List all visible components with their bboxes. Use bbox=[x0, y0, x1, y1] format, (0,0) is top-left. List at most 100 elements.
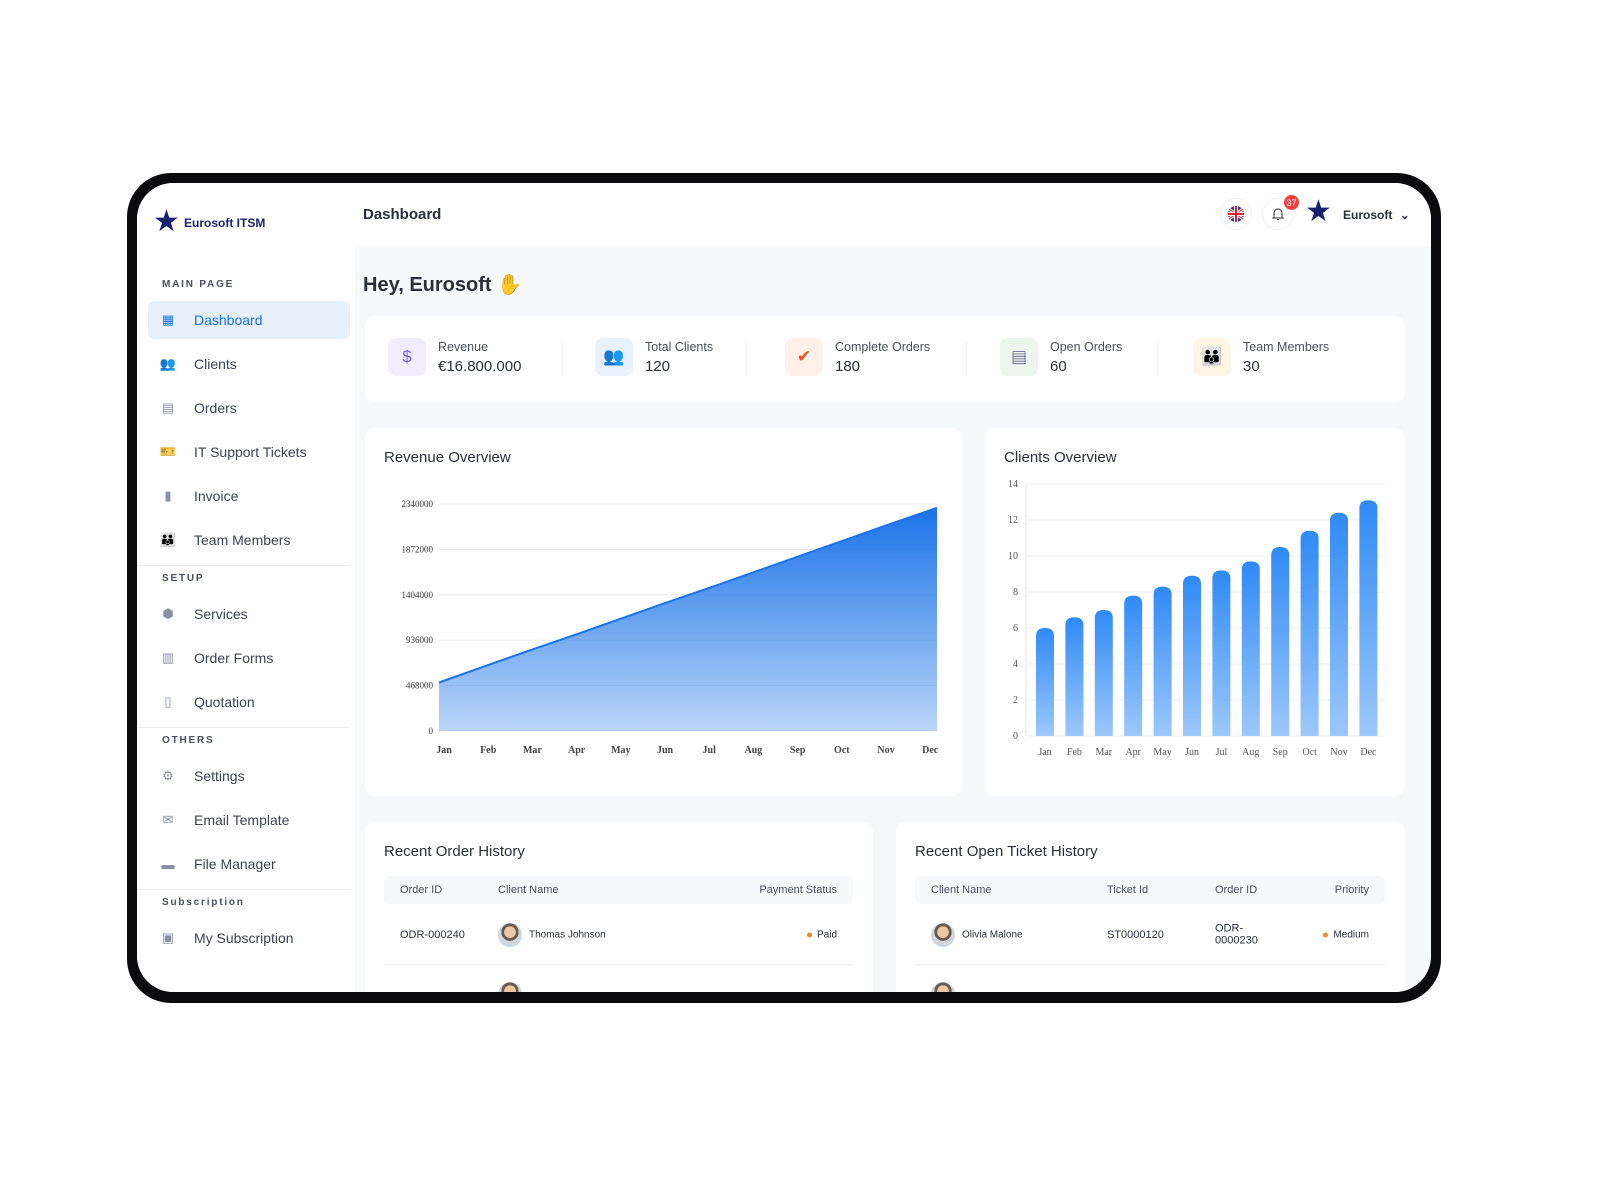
client-name: Thomas Johnson bbox=[529, 929, 606, 941]
sidebar-item-invoice[interactable]: ▮ Invoice bbox=[148, 477, 350, 515]
x-tick-label: Jan bbox=[1038, 747, 1051, 758]
x-tick-label: Jun bbox=[657, 745, 674, 756]
sidebar-item-label: Email Template bbox=[194, 812, 290, 828]
user-avatar-star-icon[interactable]: ★ bbox=[1305, 195, 1332, 228]
x-tick-label: Aug bbox=[1242, 747, 1259, 758]
revenue-area bbox=[439, 507, 937, 731]
sidebar-item-label: My Subscription bbox=[194, 930, 294, 946]
stat-open-orders[interactable]: ▤ Open Orders 60 bbox=[1000, 338, 1122, 376]
x-tick-label: Jul bbox=[703, 745, 717, 756]
x-tick-label: Feb bbox=[480, 745, 497, 756]
team-icon: 👪 bbox=[1193, 338, 1231, 376]
x-tick-label: Nov bbox=[877, 745, 894, 756]
clients-overview-card: Clients Overview 0 2 4 6 8 10 12 14 Jan Feb Mar Apr… bbox=[985, 428, 1405, 796]
recent-order-history-card: Recent Order History Order ID Client Nam… bbox=[365, 822, 873, 992]
ticket-id: ST0000120 bbox=[1107, 929, 1164, 941]
sidebar-item-quotation[interactable]: ▯ Quotation bbox=[148, 683, 350, 721]
table-row[interactable]: ODR-000240 Thomas Johnson Paid bbox=[384, 920, 853, 950]
stat-divider bbox=[1157, 342, 1158, 376]
app-window: ★ Eurosoft ITSM MAIN PAGE ▦ Dashboard 👥 Clie… bbox=[137, 183, 1431, 992]
bar-aug bbox=[1241, 561, 1260, 736]
x-tick-label: Mar bbox=[1095, 747, 1112, 758]
bar-dec bbox=[1359, 500, 1378, 736]
stat-team-members[interactable]: 👪 Team Members 30 bbox=[1193, 338, 1329, 376]
language-button[interactable] bbox=[1220, 198, 1252, 230]
client-name: Olivia Malone bbox=[962, 929, 1023, 941]
stat-total-clients[interactable]: 👥 Total Clients 120 bbox=[595, 338, 713, 376]
col-order-id: Order ID bbox=[400, 884, 443, 896]
sidebar-item-orders[interactable]: ▤ Orders bbox=[148, 389, 350, 427]
sidebar-item-label: Invoice bbox=[194, 488, 239, 504]
stat-value: €16.800.000 bbox=[438, 357, 522, 375]
tickets-title: Recent Open Ticket History bbox=[915, 843, 1098, 860]
sidebar-item-clients[interactable]: 👥 Clients bbox=[148, 345, 350, 383]
x-tick-label: Mar bbox=[523, 745, 542, 756]
y-tick-label: 0 bbox=[429, 726, 434, 736]
page-title: Dashboard bbox=[363, 206, 442, 223]
y-tick-label: 6 bbox=[1013, 623, 1018, 634]
sidebar-item-dashboard[interactable]: ▦ Dashboard bbox=[148, 301, 350, 339]
stats-card: $ Revenue €16.800.000 👥 Total Clients 120 ✔ Com… bbox=[365, 316, 1405, 402]
sidebar-item-label: Dashboard bbox=[194, 312, 263, 328]
sidebar-divider bbox=[137, 889, 350, 890]
stat-revenue[interactable]: $ Revenue €16.800.000 bbox=[388, 338, 521, 376]
greeting: Hey, Eurosoft ✋ bbox=[363, 272, 522, 297]
x-tick-label: Jan bbox=[436, 745, 452, 756]
y-tick-label: 8 bbox=[1013, 587, 1018, 598]
section-label: Subscription bbox=[162, 897, 245, 908]
priority-text: Medium bbox=[1333, 929, 1369, 941]
sidebar-item-email-template[interactable]: ✉ Email Template bbox=[148, 801, 350, 839]
tickets-table-header: Client Name Ticket Id Order ID Priority bbox=[915, 876, 1385, 904]
sidebar-item-label: Services bbox=[194, 606, 248, 622]
ticket-icon: 🎫 bbox=[159, 444, 177, 459]
sidebar-divider bbox=[137, 565, 350, 566]
brand-name: Eurosoft ITSM bbox=[184, 216, 266, 230]
sidebar-item-my-subscription[interactable]: ▣ My Subscription bbox=[148, 919, 350, 957]
sidebar-item-label: IT Support Tickets bbox=[194, 444, 307, 460]
table-row[interactable]: Olivia Malone ST0000120 ODR- 0000230 Med… bbox=[915, 920, 1385, 950]
sidebar-item-label: Quotation bbox=[194, 694, 255, 710]
sidebar-item-settings[interactable]: ⚙ Settings bbox=[148, 757, 350, 795]
y-tick-label: 12 bbox=[1008, 515, 1018, 526]
notifications-button[interactable] bbox=[1262, 198, 1294, 230]
logo-star-icon: ★ bbox=[153, 205, 180, 238]
avatar bbox=[931, 982, 955, 992]
stat-divider bbox=[746, 342, 747, 376]
stat-value: 120 bbox=[645, 357, 671, 375]
avatar bbox=[498, 982, 522, 992]
waving-hand-icon: ✋ bbox=[497, 274, 523, 296]
sidebar-item-file-manager[interactable]: ▬ File Manager bbox=[148, 845, 350, 883]
sidebar-item-label: Orders bbox=[194, 400, 237, 416]
y-tick-label: 4 bbox=[1013, 659, 1018, 670]
stat-complete-orders[interactable]: ✔ Complete Orders 180 bbox=[785, 338, 930, 376]
section-label: OTHERS bbox=[162, 735, 215, 746]
bar-oct bbox=[1300, 530, 1319, 736]
x-tick-label: Apr bbox=[1125, 747, 1141, 758]
section-label: MAIN PAGE bbox=[162, 279, 235, 290]
order-id: ODR- 0000230 bbox=[1215, 922, 1258, 946]
orders-title: Recent Order History bbox=[384, 843, 525, 860]
bar-apr bbox=[1124, 595, 1143, 736]
users-icon: 👥 bbox=[595, 338, 633, 376]
chevron-down-icon: ⌄ bbox=[1399, 208, 1410, 222]
greeting-text: Hey, Eurosoft bbox=[363, 274, 492, 296]
sidebar-item-services[interactable]: ⬢ Services bbox=[148, 595, 350, 633]
main-content: Hey, Eurosoft ✋ $ Revenue €16.800.000 👥 Tota… bbox=[355, 246, 1431, 992]
bar-sep bbox=[1271, 547, 1290, 736]
user-menu[interactable]: Eurosoft ⌄ bbox=[1343, 208, 1410, 222]
sidebar-item-order-forms[interactable]: ▥ Order Forms bbox=[148, 639, 350, 677]
user-name: Eurosoft bbox=[1343, 208, 1393, 222]
revenue-overview-card: Revenue Overview 0 468000 936000 1404000 187… bbox=[365, 428, 962, 796]
sidebar-item-it-support-tickets[interactable]: 🎫 IT Support Tickets bbox=[148, 433, 350, 471]
y-tick-label: 2 bbox=[1013, 695, 1018, 706]
sidebar-item-label: Clients bbox=[194, 356, 237, 372]
revenue-line bbox=[438, 506, 938, 684]
stat-label: Open Orders bbox=[1050, 339, 1123, 354]
bell-icon bbox=[1271, 208, 1285, 220]
x-tick-label: Oct bbox=[834, 745, 850, 756]
grid-icon: ▦ bbox=[161, 312, 175, 327]
users-icon: 👥 bbox=[159, 356, 177, 371]
sidebar-item-team-members[interactable]: 👪 Team Members bbox=[148, 521, 350, 559]
y-tick-label: 14 bbox=[1008, 479, 1018, 490]
x-tick-label: Feb bbox=[1067, 747, 1082, 758]
